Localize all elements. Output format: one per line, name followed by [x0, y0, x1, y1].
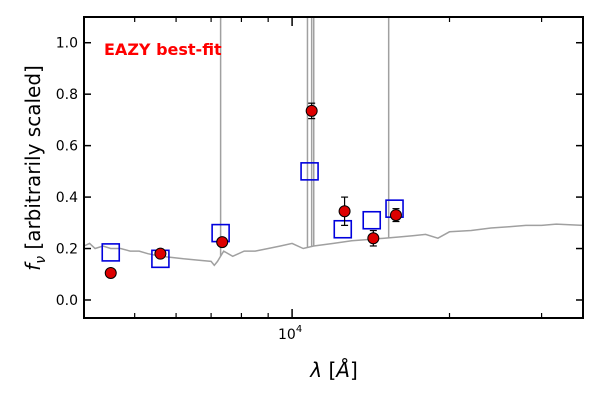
model-flux-square-5 [333, 219, 353, 239]
annotation-label: EAZY best-fit [104, 40, 222, 59]
y-tick-label: 1.0 [56, 36, 78, 52]
axis-ticks-layer: 0.0 0.2 0.4 0.6 0.8 1.0 104 [56, 17, 583, 343]
observed-photometry-layer [104, 102, 402, 279]
x-axis-title: λ [Å] [309, 358, 358, 382]
y-tick-label: 0.4 [56, 190, 78, 206]
template-spectrum-line [83, 223, 584, 267]
observed-flux-point-2 [154, 247, 167, 260]
model-flux-square-6 [362, 210, 382, 230]
observed-flux-point-4 [305, 104, 318, 117]
y-tick-label: 0.0 [56, 293, 78, 309]
observed-flux-point-1 [104, 266, 117, 279]
observed-flux-point-3 [216, 236, 229, 249]
observed-flux-point-5 [338, 205, 351, 218]
x-tick-label: 104 [278, 324, 302, 343]
y-tick-label: 0.6 [56, 139, 78, 155]
plot-frame [83, 16, 584, 319]
y-tick-label: 0.8 [56, 87, 78, 103]
model-flux-square-4 [300, 162, 319, 181]
observed-flux-point-7 [389, 209, 402, 222]
y-axis-title: fν [arbitrarily scaled] [21, 65, 49, 271]
model-flux-square-1 [101, 243, 121, 262]
y-tick-label: 0.2 [56, 242, 78, 258]
observed-flux-point-6 [367, 232, 380, 245]
template-layer [83, 17, 584, 267]
